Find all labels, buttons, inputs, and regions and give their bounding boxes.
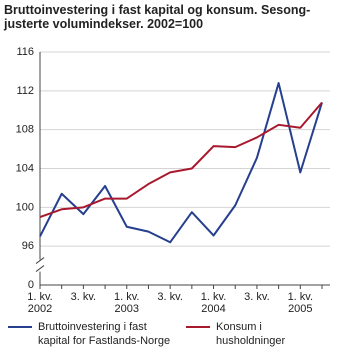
- y-tick-label: 108: [16, 124, 34, 136]
- chart-title: Bruttoinvestering i fast kapital og kons…: [3, 3, 310, 31]
- line-series: [39, 82, 323, 244]
- x-tick-label: 1. kv. 2004: [201, 291, 226, 315]
- y-tick-label: 96: [22, 240, 34, 252]
- x-tick-label: 3. kv.: [157, 291, 182, 303]
- y-tick-label: 116: [16, 46, 34, 58]
- x-tick-label: 1. kv. 2002: [27, 291, 52, 315]
- x-tick-label: 1. kv. 2003: [114, 291, 139, 315]
- x-tick-label: 3. kv.: [71, 291, 96, 303]
- x-tick-label: 1. kv. 2005: [288, 291, 313, 315]
- line-series: [39, 101, 323, 218]
- axis-break: [35, 257, 45, 272]
- y-tick-label: 104: [16, 162, 34, 174]
- y-tick-label: 112: [16, 85, 34, 97]
- legend-label: Konsum i husholdninger: [216, 321, 285, 347]
- axis-break-gap: [36, 259, 44, 272]
- y-tick-label: 0: [28, 279, 34, 291]
- x-tick-label: 3. kv.: [244, 291, 269, 303]
- y-tick-label: 100: [16, 201, 34, 213]
- legend-label: Bruttoinvestering i fast kapital for Fast…: [38, 321, 170, 347]
